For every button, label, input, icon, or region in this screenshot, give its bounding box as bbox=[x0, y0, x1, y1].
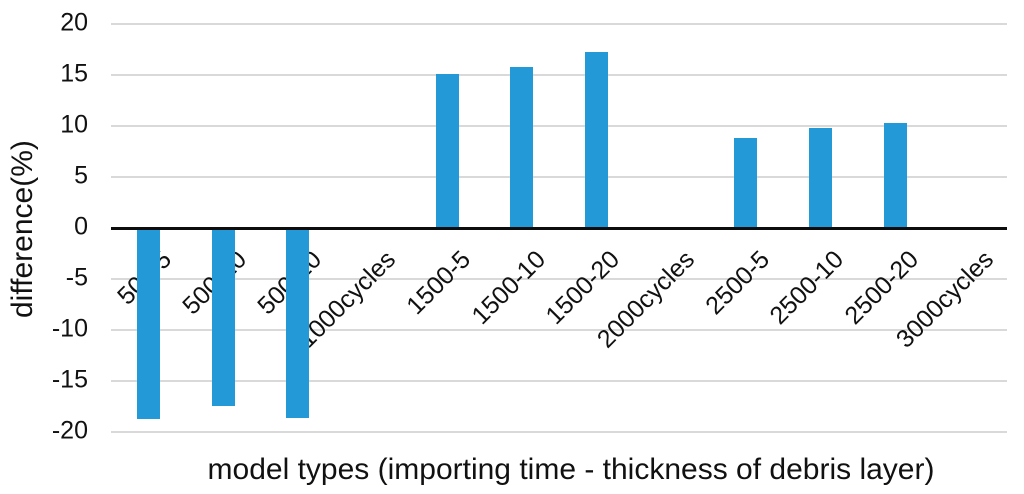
gridline bbox=[111, 176, 1007, 178]
y-tick-label: 0 bbox=[74, 212, 88, 241]
x-category-label: 2500-10 bbox=[764, 245, 850, 330]
bar-500-20 bbox=[286, 229, 309, 418]
bar-1500-10 bbox=[510, 67, 533, 228]
x-axis-line bbox=[111, 227, 1007, 230]
gridline bbox=[111, 329, 1007, 331]
bar-500-10 bbox=[212, 229, 235, 406]
y-tick-label: 20 bbox=[60, 8, 88, 37]
y-tick-label: -15 bbox=[51, 365, 88, 394]
gridline bbox=[111, 431, 1007, 433]
y-tick-label: 5 bbox=[74, 161, 88, 190]
y-tick-label: -5 bbox=[65, 263, 88, 292]
x-category-label: 1500-5 bbox=[401, 245, 477, 321]
bar-1500-20 bbox=[585, 52, 608, 228]
x-axis-title: model types (importing time - thickness … bbox=[207, 453, 935, 486]
gridline bbox=[111, 380, 1007, 382]
gridline bbox=[111, 125, 1007, 127]
bar-2500-5 bbox=[734, 138, 757, 228]
bar-2500-20 bbox=[884, 123, 907, 228]
bar-1500-5 bbox=[436, 74, 459, 228]
y-tick-label: 10 bbox=[60, 110, 88, 139]
x-category-label: 1500-10 bbox=[466, 245, 552, 330]
y-tick-label: -20 bbox=[51, 416, 88, 445]
bar-500-5 bbox=[137, 229, 160, 419]
y-tick-label: 15 bbox=[60, 59, 88, 88]
bar-2500-10 bbox=[809, 128, 832, 228]
gridline bbox=[111, 278, 1007, 280]
gridline bbox=[111, 74, 1007, 76]
y-tick-label: -10 bbox=[51, 314, 88, 343]
gridline bbox=[111, 23, 1007, 25]
